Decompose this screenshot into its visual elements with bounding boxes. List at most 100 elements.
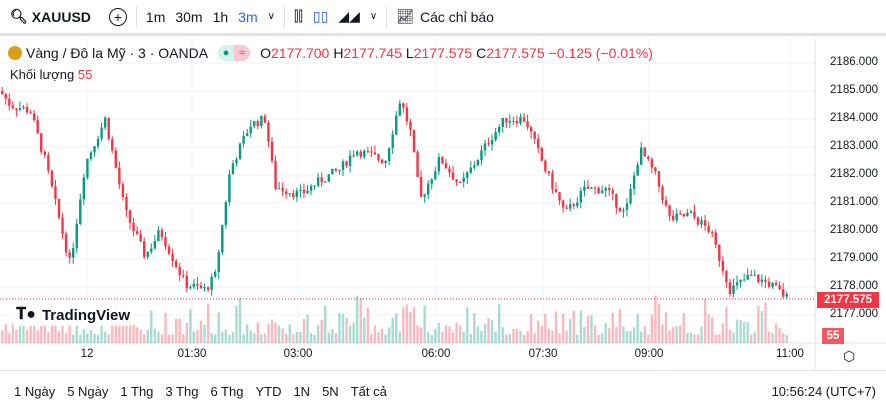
range-button[interactable]: 1 Thg bbox=[120, 383, 154, 399]
candle-body bbox=[700, 220, 703, 225]
candle-body bbox=[306, 190, 309, 194]
range-button[interactable]: 1 Ngày bbox=[14, 383, 56, 399]
volume-bar bbox=[387, 327, 391, 343]
area-style-button[interactable]: ◢◢ bbox=[333, 0, 365, 34]
candle-body bbox=[625, 203, 629, 211]
price-tick: 2184.000 bbox=[830, 112, 878, 124]
candle-body bbox=[423, 194, 426, 197]
candle-body bbox=[526, 121, 529, 128]
candles-style-button[interactable]: ▯▯ bbox=[308, 0, 333, 34]
volume-bar bbox=[214, 334, 217, 343]
interval-1h[interactable]: 1h bbox=[212, 8, 229, 25]
candle-body bbox=[15, 108, 18, 110]
range-button[interactable]: 5 Ngày bbox=[67, 383, 109, 399]
volume-bar bbox=[412, 306, 416, 343]
candle-body bbox=[778, 285, 781, 290]
volume-bar bbox=[153, 328, 157, 343]
candle-body bbox=[604, 187, 607, 191]
volume-bar bbox=[742, 321, 746, 343]
candle-body bbox=[487, 143, 490, 145]
candle-body bbox=[203, 287, 206, 289]
volume-bar bbox=[160, 334, 164, 343]
volume-bar bbox=[611, 312, 614, 343]
indicators-button[interactable]: 📈︎ Các chỉ báo bbox=[391, 0, 499, 34]
price-tick: 2180.000 bbox=[830, 224, 878, 236]
volume-bar bbox=[64, 333, 68, 343]
candle-body bbox=[167, 246, 171, 254]
volume-bar bbox=[430, 334, 433, 343]
candle-body bbox=[231, 163, 235, 175]
bars-style-button[interactable]: ⫿⫿ bbox=[289, 0, 308, 34]
range-button[interactable]: YTD bbox=[255, 383, 282, 399]
candle-body bbox=[160, 230, 164, 238]
candle-body bbox=[753, 274, 756, 276]
open-label: O bbox=[260, 45, 271, 61]
volume-bar bbox=[171, 334, 174, 343]
bars-icon: ⫿⫿ bbox=[293, 8, 303, 24]
volume-bar bbox=[586, 315, 590, 343]
candle-body bbox=[476, 160, 480, 166]
range-button[interactable]: 5N bbox=[322, 383, 339, 399]
volume-bar bbox=[480, 330, 483, 343]
range-button[interactable]: 1N bbox=[293, 383, 311, 399]
candle-body bbox=[586, 186, 590, 189]
candle-body bbox=[785, 294, 788, 297]
volume-bar bbox=[700, 326, 703, 343]
candle-body bbox=[608, 187, 611, 191]
candle-body bbox=[111, 139, 114, 151]
chart-type-dropdown[interactable]: ∨ bbox=[365, 0, 382, 34]
market-status[interactable]: ● ≈ bbox=[218, 45, 251, 61]
volume-bar bbox=[217, 312, 220, 343]
time-tick: 11:00 bbox=[776, 348, 804, 360]
candle-body bbox=[547, 171, 551, 174]
volume-bar bbox=[373, 325, 377, 343]
interval-1m[interactable]: 1m bbox=[145, 8, 166, 25]
interval-3m[interactable]: 3m bbox=[238, 8, 258, 25]
candle-body bbox=[636, 164, 639, 176]
candle-body bbox=[597, 187, 600, 194]
interval-30m[interactable]: 30m bbox=[175, 8, 203, 25]
volume-bar bbox=[437, 322, 441, 343]
volume-bar bbox=[444, 325, 448, 343]
chevron-down-icon: ∨ bbox=[369, 11, 378, 22]
candle-body bbox=[711, 232, 714, 234]
range-button[interactable]: Tất cả bbox=[350, 383, 387, 399]
volume-bar bbox=[693, 334, 696, 343]
volume-bar bbox=[146, 329, 149, 343]
candle-body bbox=[480, 150, 483, 161]
candle-body bbox=[441, 157, 444, 164]
volume-bar bbox=[391, 317, 394, 343]
compare-button[interactable]: + bbox=[96, 0, 132, 34]
interval-dropdown[interactable]: ∨ bbox=[263, 0, 280, 34]
candle-body bbox=[61, 217, 64, 234]
volume-bar bbox=[441, 331, 444, 343]
tradingview-watermark[interactable]: 𝐓● TradingView bbox=[12, 304, 135, 326]
volume-bar bbox=[565, 330, 568, 343]
candle-body bbox=[192, 283, 196, 288]
volume-bar bbox=[189, 309, 192, 343]
volume-bar bbox=[384, 334, 387, 343]
price-chart[interactable] bbox=[0, 38, 886, 370]
candle-body bbox=[657, 171, 661, 187]
range-button[interactable]: 6 Thg bbox=[210, 383, 244, 399]
volume-bar bbox=[196, 329, 199, 343]
range-button[interactable]: 3 Thg bbox=[165, 383, 199, 399]
volume-bar bbox=[618, 308, 622, 343]
volume-bar bbox=[554, 311, 558, 343]
volume-bar bbox=[341, 313, 345, 343]
volume-bar bbox=[615, 326, 618, 343]
candle-body bbox=[650, 159, 654, 168]
candle-body bbox=[757, 274, 760, 282]
clock[interactable]: 10:56:24 (UTC+7) bbox=[771, 383, 876, 399]
volume-bar bbox=[43, 325, 46, 343]
candle-body bbox=[714, 232, 717, 245]
candle-body bbox=[107, 117, 110, 140]
candle-body bbox=[68, 252, 71, 258]
symbol-search[interactable]: 🔍︎ XAUUSD bbox=[0, 0, 96, 34]
volume-bar bbox=[668, 330, 671, 343]
volume-bar bbox=[228, 334, 231, 343]
settings-hexagon-icon[interactable]: ⬡ bbox=[843, 348, 856, 364]
volume-bar bbox=[206, 303, 210, 343]
volume-bar bbox=[629, 331, 632, 343]
volume-bar bbox=[288, 324, 291, 343]
